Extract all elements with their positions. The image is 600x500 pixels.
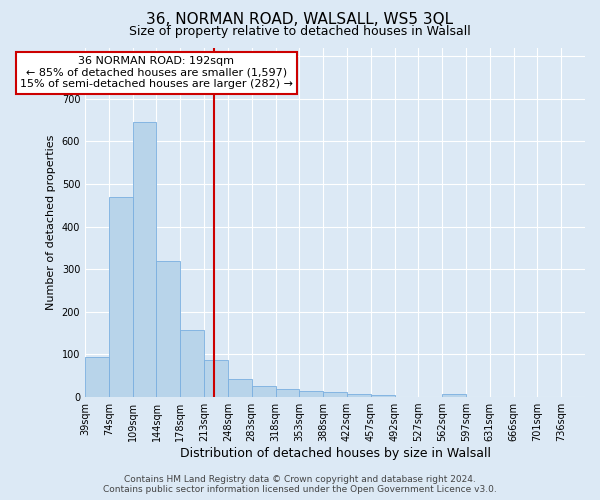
Text: 36, NORMAN ROAD, WALSALL, WS5 3QL: 36, NORMAN ROAD, WALSALL, WS5 3QL [146, 12, 454, 28]
Bar [85, 356, 109, 397]
Text: 36 NORMAN ROAD: 192sqm
← 85% of detached houses are smaller (1,597)
15% of semi-: 36 NORMAN ROAD: 192sqm ← 85% of detached… [20, 56, 293, 89]
Y-axis label: Number of detached properties: Number of detached properties [46, 134, 56, 310]
Text: Contains HM Land Registry data © Crown copyright and database right 2024.
Contai: Contains HM Land Registry data © Crown c… [103, 474, 497, 494]
X-axis label: Distribution of detached houses by size in Walsall: Distribution of detached houses by size … [179, 447, 491, 460]
Bar [228, 379, 252, 397]
Bar [347, 394, 371, 397]
Bar [252, 386, 275, 397]
Bar [157, 260, 180, 397]
Bar [371, 396, 395, 397]
Bar [442, 394, 466, 397]
Bar [204, 360, 228, 397]
Bar [109, 196, 133, 397]
Bar [299, 390, 323, 397]
Bar [180, 330, 204, 397]
Bar [133, 122, 157, 397]
Text: Size of property relative to detached houses in Walsall: Size of property relative to detached ho… [129, 25, 471, 38]
Bar [323, 392, 347, 397]
Bar [275, 390, 299, 397]
